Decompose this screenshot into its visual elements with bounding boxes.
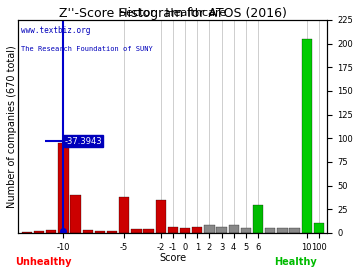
- Bar: [192, 227, 202, 233]
- Bar: [70, 195, 81, 233]
- Y-axis label: Number of companies (670 total): Number of companies (670 total): [7, 45, 17, 208]
- Bar: [302, 39, 312, 233]
- Text: Healthy: Healthy: [274, 257, 316, 267]
- Bar: [22, 232, 32, 233]
- Bar: [82, 230, 93, 233]
- Text: The Research Foundation of SUNY: The Research Foundation of SUNY: [22, 46, 153, 52]
- Bar: [241, 228, 251, 233]
- Text: -37.3943: -37.3943: [64, 137, 102, 146]
- Bar: [107, 231, 117, 233]
- Text: www.textbiz.org: www.textbiz.org: [22, 26, 91, 35]
- Bar: [95, 231, 105, 233]
- Bar: [34, 231, 44, 233]
- Bar: [156, 200, 166, 233]
- Text: Sector:  Healthcare: Sector: Healthcare: [119, 8, 226, 18]
- Bar: [253, 205, 263, 233]
- Title: Z''-Score Histogram for ATOS (2016): Z''-Score Histogram for ATOS (2016): [59, 7, 287, 20]
- Bar: [143, 229, 154, 233]
- X-axis label: Score: Score: [159, 253, 186, 263]
- Bar: [216, 227, 227, 233]
- Bar: [119, 197, 129, 233]
- Bar: [58, 143, 68, 233]
- Bar: [277, 228, 288, 233]
- Bar: [131, 229, 141, 233]
- Bar: [265, 228, 275, 233]
- Bar: [204, 225, 215, 233]
- Text: Unhealthy: Unhealthy: [15, 257, 71, 267]
- Bar: [289, 228, 300, 233]
- Bar: [168, 227, 178, 233]
- Bar: [180, 228, 190, 233]
- Bar: [229, 225, 239, 233]
- Bar: [46, 230, 57, 233]
- Bar: [314, 224, 324, 233]
